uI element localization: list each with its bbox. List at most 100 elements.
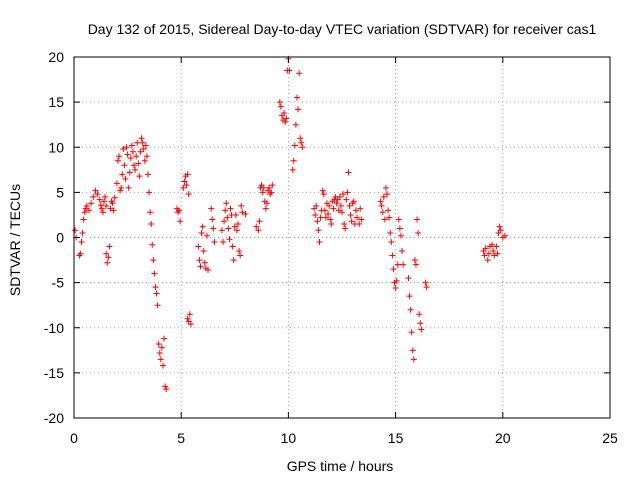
data-point	[299, 144, 306, 151]
data-point	[283, 115, 290, 122]
data-point	[336, 193, 343, 200]
data-point	[282, 118, 289, 125]
data-point	[208, 205, 215, 212]
data-point	[415, 229, 422, 236]
data-point	[121, 162, 128, 169]
data-point	[408, 329, 415, 336]
data-point	[265, 187, 272, 194]
data-point	[350, 198, 357, 205]
x-tick-label: 15	[388, 430, 404, 446]
data-point	[276, 99, 283, 106]
data-point	[378, 202, 385, 209]
data-point	[137, 148, 144, 155]
data-point	[381, 216, 388, 223]
data-point	[491, 252, 498, 259]
data-point	[296, 70, 303, 77]
data-point	[297, 135, 304, 142]
data-point	[235, 220, 242, 227]
data-point	[229, 243, 236, 250]
data-point	[142, 142, 149, 149]
data-point	[223, 200, 230, 207]
data-point	[107, 205, 114, 212]
y-tick-label: 5	[56, 184, 64, 200]
y-tick-label: 15	[48, 94, 64, 110]
data-point	[237, 252, 244, 259]
data-point	[231, 223, 238, 230]
data-point	[232, 211, 239, 218]
x-tick-label: 0	[70, 430, 78, 446]
data-point	[489, 241, 496, 248]
data-point	[313, 202, 320, 209]
data-point	[298, 139, 305, 146]
data-point	[143, 153, 150, 160]
data-point	[320, 191, 327, 198]
data-point	[407, 306, 414, 313]
data-point	[150, 257, 157, 264]
data-point	[347, 211, 354, 218]
data-point	[140, 146, 147, 153]
data-point	[183, 182, 190, 189]
data-point	[326, 202, 333, 209]
data-point	[120, 146, 127, 153]
data-point	[138, 135, 145, 142]
grid-lines	[74, 57, 610, 418]
data-point	[327, 216, 334, 223]
data-point	[203, 232, 210, 239]
data-point	[343, 196, 350, 203]
data-point	[155, 340, 162, 347]
data-point	[354, 214, 361, 221]
tick-labels: 0 5 10 15 20 25 -20 -15 -10 -5 0 5 10 15 20	[44, 49, 618, 446]
y-tick-label: -20	[44, 410, 64, 426]
data-point	[319, 187, 326, 194]
data-point	[90, 193, 97, 200]
data-point	[205, 266, 211, 273]
data-point	[162, 383, 169, 390]
data-point	[485, 250, 492, 257]
data-point	[325, 211, 332, 218]
data-point	[125, 184, 132, 191]
data-point	[222, 207, 229, 214]
data-points	[72, 55, 508, 393]
data-point	[423, 284, 430, 291]
data-point	[106, 243, 113, 250]
data-point	[122, 175, 129, 182]
data-point	[141, 157, 148, 164]
data-point	[484, 257, 491, 264]
data-point	[94, 191, 101, 198]
data-point	[226, 236, 233, 243]
data-point	[263, 200, 270, 207]
data-point	[268, 189, 275, 196]
data-point	[103, 250, 110, 257]
data-point	[102, 193, 109, 200]
data-point	[149, 241, 156, 248]
data-point	[209, 216, 216, 223]
data-point	[482, 245, 489, 252]
data-point	[277, 103, 284, 110]
data-point	[497, 227, 504, 234]
data-point	[386, 214, 393, 221]
data-point	[380, 193, 387, 200]
data-point	[133, 153, 140, 160]
data-point	[111, 194, 118, 201]
data-point	[335, 207, 342, 214]
data-point	[210, 225, 217, 232]
data-point	[393, 277, 400, 284]
data-point	[110, 207, 117, 214]
data-point	[195, 243, 202, 250]
data-point	[289, 166, 296, 173]
data-point	[315, 227, 322, 234]
data-point	[262, 205, 269, 212]
data-point	[321, 207, 328, 214]
data-point	[88, 200, 95, 207]
data-point	[224, 214, 231, 221]
data-point	[322, 214, 329, 221]
data-point	[328, 220, 335, 227]
data-point	[405, 275, 412, 282]
data-point	[157, 356, 164, 363]
data-point	[181, 178, 188, 185]
data-point	[293, 94, 300, 101]
data-point	[153, 290, 160, 297]
data-point	[387, 229, 394, 236]
data-point	[79, 229, 86, 236]
